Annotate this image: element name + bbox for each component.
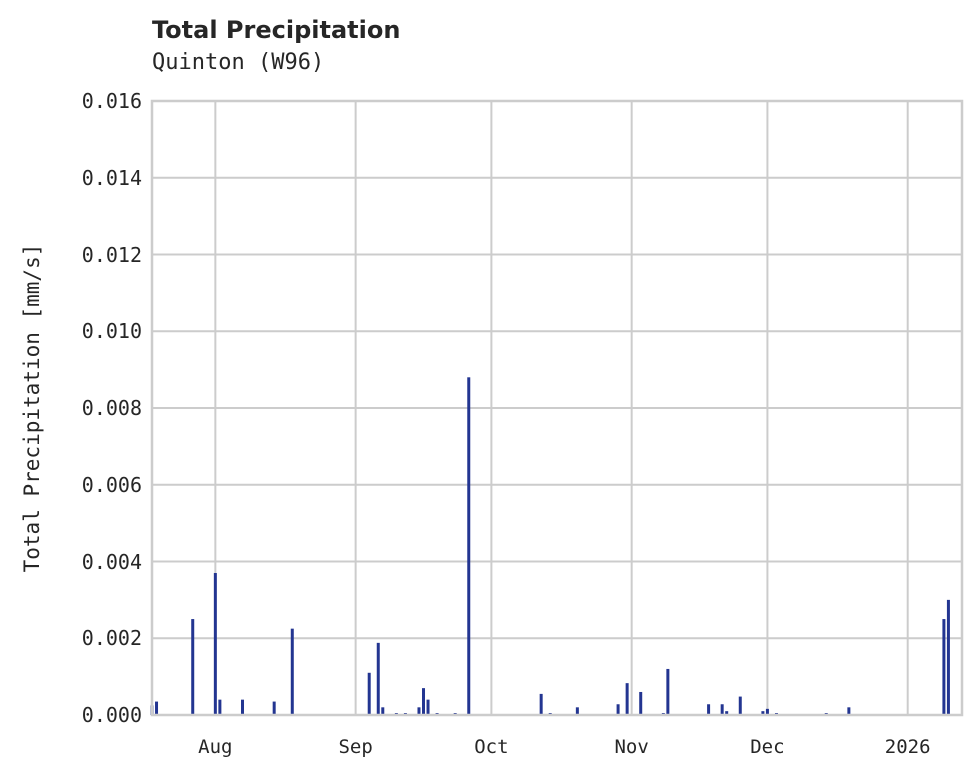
precip-bar bbox=[720, 704, 724, 715]
precip-bar bbox=[376, 642, 380, 715]
precip-bar bbox=[639, 691, 643, 715]
x-tick-label: Aug bbox=[198, 736, 233, 758]
plot-frame bbox=[150, 99, 964, 717]
precip-bar bbox=[761, 711, 765, 715]
precip-bar bbox=[191, 619, 195, 715]
precip-bar bbox=[942, 619, 946, 715]
y-tick-label: 0.012 bbox=[81, 242, 142, 267]
y-tick-label: 0.002 bbox=[81, 626, 142, 651]
precip-bar bbox=[725, 711, 729, 715]
precip-bar bbox=[765, 708, 769, 715]
precip-bar bbox=[290, 628, 294, 715]
y-tick-label: 0.008 bbox=[81, 396, 142, 420]
precip-bar bbox=[381, 707, 385, 715]
y-tick-label: 0.016 bbox=[81, 89, 142, 113]
precip-bar bbox=[367, 672, 371, 715]
precip-bar bbox=[575, 707, 579, 715]
precip-bar bbox=[417, 707, 421, 715]
precip-bar bbox=[946, 599, 950, 715]
chart-title: Total Precipitation bbox=[152, 16, 401, 44]
precip-bar bbox=[213, 573, 217, 715]
precip-bar bbox=[155, 701, 159, 715]
precip-bar bbox=[666, 668, 670, 715]
precip-bar bbox=[422, 688, 426, 715]
x-tick-label: Nov bbox=[614, 736, 649, 758]
precip-bar bbox=[847, 707, 851, 715]
precip-bar bbox=[241, 699, 245, 715]
x-tick-label: Sep bbox=[338, 736, 373, 758]
chart-subtitle: Quinton (W96) bbox=[152, 50, 325, 75]
y-tick-label: 0.004 bbox=[81, 549, 142, 574]
precip-bar bbox=[707, 704, 711, 715]
y-tick-label: 0.000 bbox=[81, 703, 142, 727]
x-tick-label: Dec bbox=[750, 736, 785, 758]
precip-bar bbox=[539, 693, 543, 715]
y-tick-label: 0.014 bbox=[81, 165, 142, 190]
precip-bar bbox=[467, 377, 471, 715]
precip-bar bbox=[426, 699, 430, 715]
precip-series bbox=[150, 377, 950, 715]
y-tick-label: 0.010 bbox=[81, 319, 142, 344]
precip-bar bbox=[616, 704, 620, 715]
precip-bar bbox=[738, 696, 742, 715]
precip-bar bbox=[218, 699, 222, 715]
x-tick-label: Oct bbox=[474, 736, 509, 758]
y-tick-label: 0.006 bbox=[81, 472, 142, 497]
x-tick-label: 2026 bbox=[884, 736, 931, 758]
precip-bar bbox=[625, 683, 629, 715]
precip-bar bbox=[272, 701, 276, 715]
